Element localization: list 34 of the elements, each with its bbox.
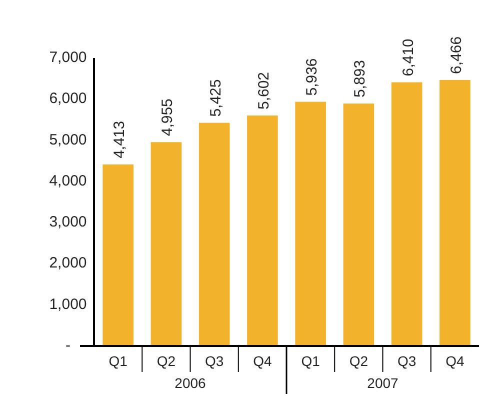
y-tick-label: 5,000 bbox=[49, 131, 87, 148]
y-tick-label: 6,000 bbox=[49, 90, 87, 108]
bar bbox=[391, 82, 422, 346]
bar bbox=[150, 142, 182, 346]
x-tick-label: Q1 bbox=[301, 353, 320, 369]
x-tick-label: Q3 bbox=[204, 353, 224, 369]
data-label: 5,893 bbox=[352, 60, 369, 98]
y-tick-label: - bbox=[66, 336, 70, 354]
y-tick-label: 3,000 bbox=[49, 214, 87, 231]
bar bbox=[295, 102, 326, 346]
x-tick-label: Q3 bbox=[397, 353, 416, 369]
y-tick-label: 1,000 bbox=[49, 296, 87, 313]
x-tick-label: Q4 bbox=[253, 353, 272, 369]
bar bbox=[440, 80, 470, 346]
x-tick-label: Q4 bbox=[446, 353, 464, 369]
x-tick-label: Q2 bbox=[156, 353, 176, 369]
data-label: 4,413 bbox=[111, 120, 128, 158]
bar bbox=[102, 164, 134, 346]
data-label: 5,602 bbox=[255, 72, 272, 110]
bar bbox=[198, 122, 230, 346]
data-label: 4,955 bbox=[159, 98, 176, 136]
text: 2006 bbox=[174, 375, 206, 391]
x-tick-label: Q1 bbox=[108, 353, 128, 369]
bar bbox=[247, 116, 278, 346]
data-label: 5,425 bbox=[207, 79, 224, 117]
data-label: 5,936 bbox=[304, 58, 321, 96]
y-tick-label: 7,000 bbox=[49, 48, 87, 66]
data-label: 6,410 bbox=[400, 38, 417, 76]
y-tick-label: 4,000 bbox=[49, 172, 87, 190]
bar bbox=[343, 104, 374, 346]
x-tick-label: Q2 bbox=[349, 353, 368, 369]
text: 2007 bbox=[367, 375, 399, 391]
data-label: 6,466 bbox=[448, 36, 465, 74]
y-tick-label: 2,000 bbox=[49, 254, 87, 272]
